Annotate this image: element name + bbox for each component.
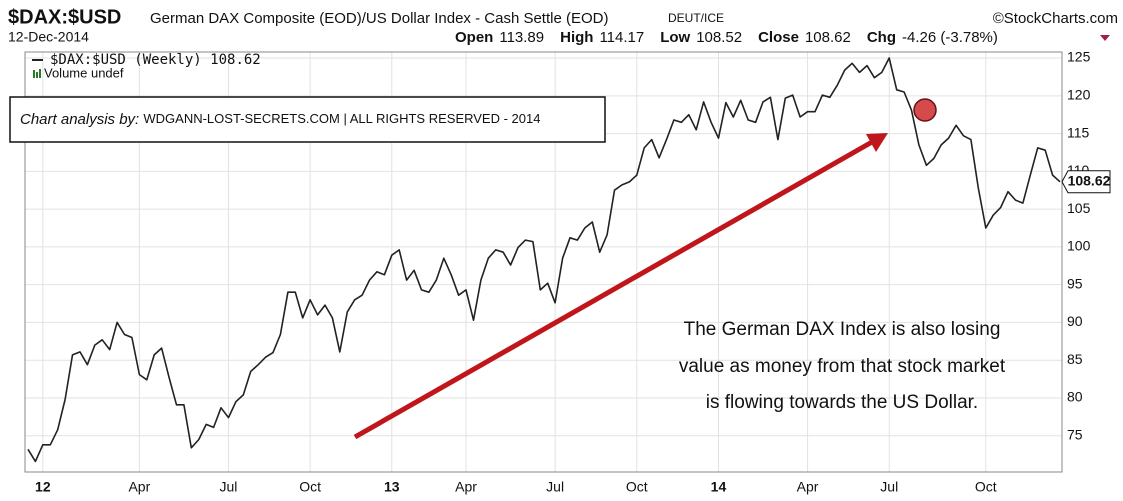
credit: Chart analysis by: WDGANN-LOST-SECRETS.C… — [20, 111, 540, 128]
price-tag — [1061, 170, 1111, 194]
source: ©StockCharts.com — [993, 10, 1118, 27]
trend-arrow — [353, 139, 874, 440]
credit-lead: Chart analysis by: — [20, 111, 139, 128]
x-tick-label: Apr — [128, 479, 150, 495]
y-tick-label: 80 — [1067, 389, 1083, 405]
y-tick-label: 120 — [1067, 87, 1091, 103]
date: 12-Dec-2014 — [8, 29, 89, 45]
annotation-line: is flowing towards the US Dollar. — [706, 392, 978, 413]
arrow-head — [866, 133, 888, 152]
price-tag-label: 108.62 — [1068, 172, 1111, 188]
x-tick-label: Oct — [975, 479, 997, 495]
x-tick-label: Jul — [880, 479, 898, 495]
x-tick-label: Jul — [546, 479, 564, 495]
annotation-line: The German DAX Index is also losing — [684, 319, 1001, 340]
y-tick-label: 125 — [1067, 49, 1091, 65]
y-tick-label: 95 — [1067, 275, 1083, 291]
plot-frame — [24, 51, 1063, 473]
volume-icon — [33, 69, 41, 78]
legend-name: $DAX:$USD (Weekly) — [50, 52, 202, 68]
y-tick-label: 105 — [1067, 200, 1091, 216]
volume-note: Volume undef — [44, 65, 124, 80]
marks — [27, 57, 1061, 463]
y-tick-label: 115 — [1067, 124, 1090, 140]
x-tick-label: Apr — [455, 479, 477, 495]
quote-value: 114.17 — [599, 29, 644, 46]
quote-label: High — [560, 29, 593, 46]
price-line — [27, 57, 1061, 463]
annotation-line: value as money from that stock market — [679, 356, 1006, 377]
x-tick-label: Oct — [626, 479, 648, 495]
quote-value: 113.89 — [499, 29, 544, 46]
chart-subtitle: German DAX Composite (EOD)/US Dollar Ind… — [150, 10, 608, 27]
x-tick-label: 12 — [35, 479, 51, 495]
quote-label: Chg — [867, 29, 896, 46]
quote-label: Open — [455, 29, 493, 46]
quote-value: -4.26 (-3.78%) — [902, 29, 998, 46]
quote-label: Low — [660, 29, 690, 46]
y-tick-label: 100 — [1067, 238, 1091, 254]
x-tick-label: Apr — [797, 479, 819, 495]
legend: $DAX:$USD (Weekly) 108.62 — [50, 52, 261, 68]
marker-dot — [913, 98, 937, 122]
x-tick-label: 14 — [711, 479, 727, 495]
quote-value: 108.62 — [805, 29, 851, 46]
y-tick-label: 75 — [1067, 426, 1083, 442]
quote-label: Close — [758, 29, 799, 46]
exchange: DEUT/ICE — [668, 11, 724, 25]
x-tick-label: Oct — [299, 479, 321, 495]
y-tick-label: 85 — [1067, 351, 1083, 367]
chart-title: $DAX:$USD — [8, 6, 121, 28]
x-tick-label: 13 — [384, 479, 400, 495]
x-tick-label: Jul — [220, 479, 238, 495]
legend-value: 108.62 — [210, 52, 261, 68]
credit-text: WDGANN-LOST-SECRETS.COM | ALL RIGHTS RES… — [143, 111, 540, 126]
quote-value: 108.52 — [696, 29, 742, 46]
credit-box — [9, 96, 606, 143]
dropdown-icon — [1100, 35, 1110, 41]
y-tick-label: 90 — [1067, 313, 1083, 329]
quote: Open 113.89 High 114.17 Low 108.52 Close 108.62… — [455, 29, 998, 46]
